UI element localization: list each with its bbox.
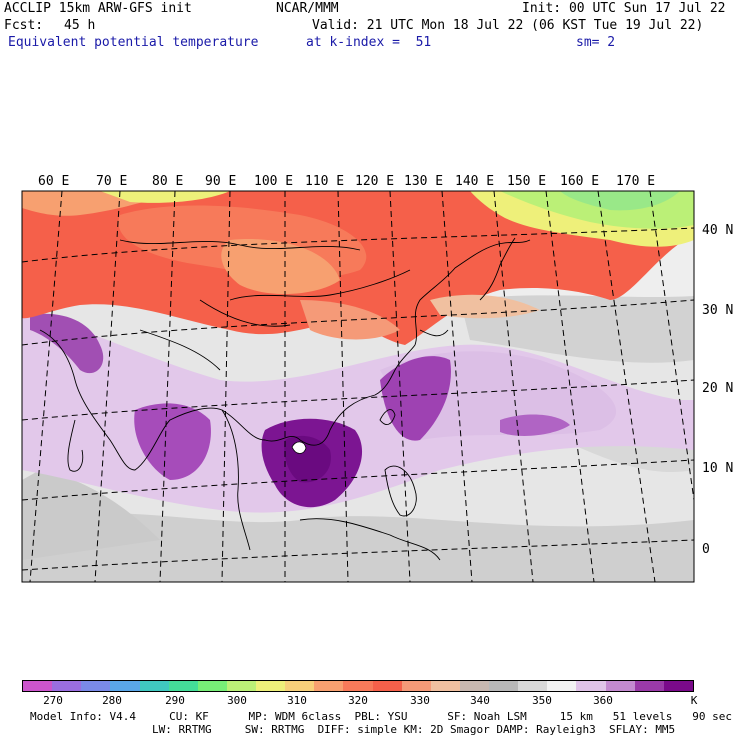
lon-label: 90 E [205,174,236,189]
colorbar-swatch [256,681,286,691]
colorbar-swatch [372,681,402,691]
lon-label: 70 E [96,174,127,189]
model-title: ACCLIP 15km ARW-GFS init [4,1,192,16]
valid-time: Valid: 21 UTC Mon 18 Jul 22 (06 KST Tue … [312,18,704,33]
org-label: NCAR/MMM [276,1,339,16]
colorbar-swatch [314,681,344,691]
field-name: Equivalent potential temperature [8,35,259,50]
colorbar-tick-label: 310 [287,694,307,707]
colorbar-swatch [81,681,111,691]
colorbar-swatch [489,681,519,691]
colorbar-tick-label: 280 [102,694,122,707]
lon-label: 60 E [38,174,69,189]
lat-label: 10 N [702,461,733,476]
colorbar-tick-label: 340 [470,694,490,707]
lon-label: 140 E [455,174,494,189]
lat-label: 0 [702,542,710,557]
colorbar-tick-label: 360 [593,694,613,707]
level-label: at k-index = 51 [306,35,432,50]
colorbar-swatch [139,681,169,691]
colorbar-swatch [110,681,140,691]
colorbar-swatch [23,681,53,691]
lon-label: 160 E [560,174,599,189]
forecast-hour: 45 h [64,18,96,33]
lon-label: 130 E [404,174,443,189]
colorbar-swatch [634,681,664,691]
colorbar-swatch [197,681,227,691]
lon-label: 110 E [305,174,344,189]
colorbar-swatch [343,681,373,691]
physics-info-line: LW: RRTMG SW: RRTMG DIFF: simple KM: 2D … [152,723,676,736]
colorbar-swatch [430,681,460,691]
colorbar-tick-label: 330 [410,694,430,707]
lat-label: 40 N [702,223,733,238]
colorbar-tick-label: 320 [348,694,368,707]
colorbar-tick-label: 300 [227,694,247,707]
colorbar-swatch [226,681,256,691]
colorbar-swatch [285,681,315,691]
colorbar-unit: K [690,694,698,707]
colorbar-swatch [576,681,606,691]
colorbar-swatch [52,681,82,691]
lon-label: 80 E [152,174,183,189]
model-info-line: Model Info: V4.4 CU: KF MP: WDM 6class P… [30,710,732,723]
colorbar-tick-label: 350 [532,694,552,707]
equivalent-potential-temperature-map: 60 E 70 E 80 E 90 E 100 E 110 E 120 E 13… [21,174,733,583]
lon-label: 150 E [507,174,546,189]
lon-label: 100 E [254,174,293,189]
colorbar-swatch [459,681,489,691]
colorbar-swatch [547,681,577,691]
lat-label: 30 N [702,303,733,318]
smoothing-label: sm= 2 [576,35,616,50]
lat-label: 20 N [702,381,733,396]
colorbar-tick-label: 290 [165,694,185,707]
lon-label: 120 E [355,174,394,189]
forecast-label: Fcst: [4,18,44,33]
colorbar-swatch [663,681,693,691]
init-time: Init: 00 UTC Sun 17 Jul 22 [522,1,726,16]
colorbar [22,680,694,692]
colorbar-swatch [518,681,548,691]
colorbar-tick-label: 270 [43,694,63,707]
lon-label: 170 E [616,174,655,189]
colorbar-swatch [605,681,635,691]
colorbar-swatch [401,681,431,691]
colorbar-swatch [168,681,198,691]
